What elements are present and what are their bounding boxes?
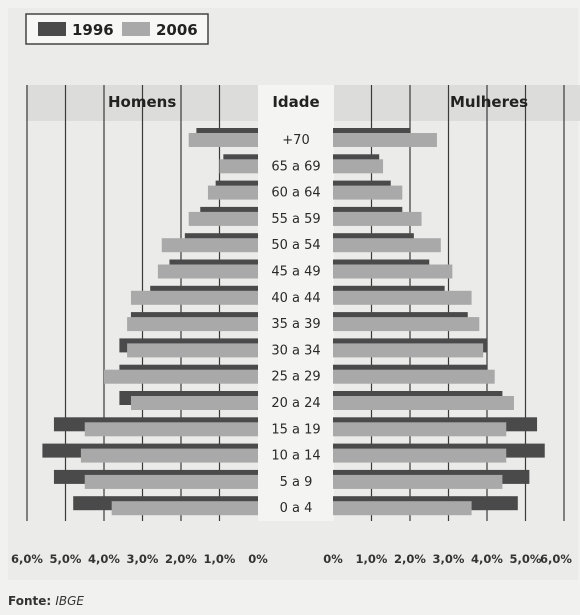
bar-women-2006-35-a-39 (333, 317, 480, 332)
age-label: 15 a 19 (271, 422, 320, 437)
age-label: 30 a 34 (271, 343, 320, 358)
bar-men-2006-20-a-24 (130, 396, 258, 410)
tick-label-women: 1,0% (356, 552, 388, 566)
tick-label-women: 5,0% (510, 552, 542, 566)
bar-men-2006-plus70 (188, 133, 258, 147)
age-label: 40 a 44 (271, 291, 320, 306)
legend-label-1996: 1996 (72, 21, 114, 39)
bar-women-2006-25-a-29 (333, 369, 495, 384)
bar-women-2006-5-a-9 (333, 474, 503, 489)
women-label: Mulheres (450, 93, 528, 111)
tick-label-women: 0% (323, 552, 343, 566)
x-axis-ticks: 6,0% 5,0% 4,0% 3,0% 2,0% 1,0% 0% 0% 1,0% 2,0% 3,0%… (11, 552, 572, 566)
legend-swatch-1996 (38, 22, 66, 36)
tick-label-men: 6,0% (11, 552, 43, 566)
source-note: Fonte: IBGE (8, 594, 84, 608)
age-label: 0 a 4 (280, 501, 313, 516)
bar-men-2006-30-a-34 (127, 343, 258, 358)
age-label: 45 a 49 (271, 265, 320, 280)
age-label: 65 a 69 (271, 159, 320, 174)
age-header: Idade (272, 93, 319, 111)
age-column (258, 121, 334, 521)
age-label: 55 a 59 (271, 212, 320, 227)
bar-women-2006-10-a-14 (333, 448, 507, 463)
age-label: 20 a 24 (271, 396, 320, 411)
bar-men-2006-15-a-19 (84, 422, 258, 437)
age-label: 35 a 39 (271, 317, 320, 332)
age-labels: +70 65 a 69 60 a 64 55 a 59 50 a 54 45 a 49 40… (271, 133, 320, 516)
tick-label-men: 1,0% (204, 552, 236, 566)
tick-label-men: 0% (248, 552, 268, 566)
tick-label-women: 3,0% (433, 552, 465, 566)
bar-men-2006-65-a-69 (219, 159, 258, 174)
legend-label-2006: 2006 (156, 21, 198, 39)
bar-women-2006-30-a-34 (333, 343, 484, 358)
bar-men-2006-60-a-64 (207, 185, 258, 200)
age-label: 5 a 9 (280, 475, 313, 490)
men-label: Homens (108, 93, 176, 111)
bar-women-2006-60-a-64 (333, 185, 403, 200)
bar-men-2006-40-a-44 (130, 290, 258, 305)
bar-men-2006-25-a-29 (104, 369, 258, 384)
bar-women-2006-45-a-49 (333, 264, 453, 279)
age-label: +70 (282, 133, 309, 148)
bar-men-2006-5-a-9 (84, 474, 258, 489)
tick-label-women: 6,0% (540, 552, 572, 566)
bar-men-2006-45-a-49 (157, 264, 258, 279)
bar-men-2006-0-a-4 (111, 501, 258, 516)
bar-women-2006-0-a-4 (333, 501, 472, 516)
source-name: IBGE (55, 594, 85, 608)
age-label: 25 a 29 (271, 370, 320, 385)
tick-label-men: 5,0% (50, 552, 82, 566)
tick-label-men: 2,0% (165, 552, 197, 566)
legend: 1996 2006 (25, 13, 209, 45)
bar-women-2006-20-a-24 (333, 396, 514, 410)
legend-swatch-2006 (122, 22, 150, 36)
bar-women-2006-50-a-54 (333, 238, 441, 253)
age-label: 50 a 54 (271, 238, 320, 253)
tick-label-women: 4,0% (471, 552, 503, 566)
bar-men-2006-10-a-14 (80, 448, 259, 463)
source-label: Fonte: (8, 594, 52, 608)
bar-women-2006-15-a-19 (333, 422, 507, 437)
bar-men-2006-50-a-54 (161, 238, 258, 253)
bar-women-2006-65-a-69 (333, 159, 384, 174)
age-label: 60 a 64 (271, 186, 320, 201)
tick-label-men: 3,0% (127, 552, 159, 566)
center-header-band (258, 85, 334, 121)
bar-men-2006-55-a-59 (188, 211, 258, 226)
bar-women-2006-plus70 (333, 133, 437, 147)
age-label: 10 a 14 (271, 449, 320, 464)
bar-women-2006-55-a-59 (333, 211, 422, 226)
bar-men-2006-35-a-39 (127, 317, 258, 332)
tick-label-men: 4,0% (88, 552, 120, 566)
bar-women-2006-40-a-44 (333, 290, 472, 305)
bars (42, 128, 545, 516)
tick-label-women: 2,0% (394, 552, 426, 566)
